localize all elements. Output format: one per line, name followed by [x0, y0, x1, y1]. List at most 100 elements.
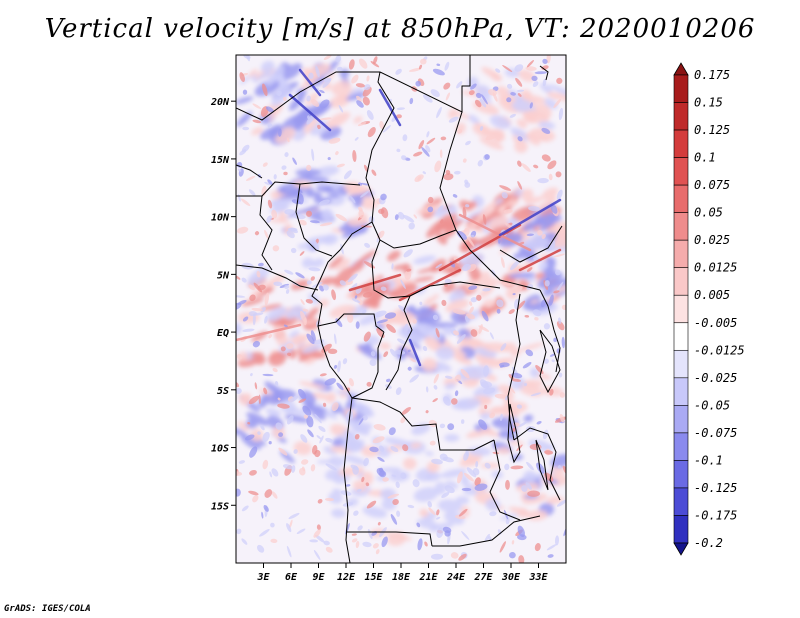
field-speckle: [317, 498, 323, 504]
field-speckle: [355, 321, 360, 329]
field-blob: [266, 65, 285, 86]
field-speckle: [484, 154, 490, 160]
field-speckle: [362, 96, 370, 106]
field-speckle: [425, 410, 429, 414]
field-blob: [433, 207, 448, 218]
field-speckle: [273, 281, 283, 287]
field-speckle: [435, 263, 443, 269]
field-blob: [236, 426, 246, 436]
colorbar-label: -0.05: [694, 398, 730, 412]
field-speckle: [401, 407, 411, 415]
field-speckle: [375, 549, 380, 555]
field-blob: [514, 139, 528, 153]
field-blob: [479, 359, 499, 366]
field-speckle: [430, 553, 444, 560]
field-speckle: [543, 358, 549, 364]
field-speckle: [415, 80, 422, 87]
field-speckle: [432, 398, 438, 403]
field-speckle: [454, 374, 462, 382]
field-blob: [387, 250, 401, 262]
field-speckle: [394, 350, 406, 355]
field-blob: [424, 472, 441, 482]
colorbar-cell: [673, 102, 689, 131]
field-speckle: [286, 415, 294, 425]
field-speckle: [250, 373, 253, 377]
field-blob: [476, 201, 498, 222]
field-speckle: [372, 543, 379, 549]
field-speckle: [364, 242, 371, 248]
field-speckle: [416, 522, 421, 528]
colorbar-cell: [673, 515, 689, 544]
plot-area: [235, 54, 567, 564]
lat-label: 20N: [210, 97, 230, 108]
field-speckle: [342, 502, 354, 507]
field-speckle: [248, 395, 260, 405]
field-speckle: [548, 294, 554, 306]
field-speckle: [524, 314, 530, 318]
field-blob: [445, 299, 470, 313]
border-car-north: [371, 221, 457, 249]
field-blob: [535, 196, 557, 213]
field-blob: [493, 197, 511, 211]
field-blob: [237, 421, 250, 432]
field-speckle: [396, 510, 401, 517]
field-speckle: [407, 349, 411, 353]
field-blob: [321, 208, 334, 222]
field-speckle: [239, 72, 245, 83]
field-speckle: [556, 77, 563, 85]
field-speckle: [553, 253, 566, 258]
field-speckle: [362, 309, 367, 314]
field-speckle: [336, 382, 344, 391]
field-speckle: [426, 137, 436, 145]
field-speckle: [318, 425, 326, 432]
field-blob: [379, 342, 391, 350]
field-speckle: [387, 493, 400, 499]
field-speckle: [360, 190, 369, 198]
field-blob: [356, 402, 375, 417]
field-speckle: [481, 94, 488, 105]
colorbar-label: -0.1: [694, 453, 723, 467]
field-speckle: [467, 237, 475, 247]
field-speckle: [366, 110, 374, 120]
field-speckle: [325, 463, 337, 471]
field-speckle: [447, 423, 455, 431]
field-blob: [266, 306, 288, 322]
field-speckle: [409, 97, 414, 105]
field-speckle: [302, 466, 306, 472]
field-blob: [479, 137, 504, 150]
field-speckle: [379, 120, 385, 130]
field-speckle: [348, 378, 354, 387]
field-speckle: [306, 114, 315, 125]
field-speckle: [382, 477, 389, 482]
colorbar-cell: [673, 184, 689, 213]
field-blob: [353, 116, 363, 124]
field-blob: [479, 428, 500, 437]
field-speckle: [289, 519, 293, 529]
lon-label: 12E: [337, 572, 356, 583]
field-speckle: [263, 504, 269, 512]
field-speckle: [267, 199, 273, 209]
colorbar-cell: [673, 349, 689, 379]
field-blob: [328, 456, 345, 468]
field-blob: [353, 195, 363, 208]
field-speckle: [363, 331, 371, 342]
field-speckle: [532, 309, 542, 317]
field-blob: [298, 381, 327, 389]
field-speckle: [261, 185, 267, 197]
field-speckle: [363, 84, 371, 91]
field-speckle: [499, 185, 512, 191]
field-blob: [485, 498, 501, 512]
colorbar-cell: [673, 322, 689, 351]
field-blob: [539, 82, 553, 94]
field-speckle: [474, 99, 482, 108]
field-blob: [283, 63, 302, 80]
field-speckle: [319, 99, 330, 109]
lon-label: 21E: [418, 572, 438, 583]
field-speckle: [400, 472, 407, 479]
border-ethiopia: [499, 225, 563, 263]
field-speckle: [508, 386, 516, 394]
field-speckle: [312, 444, 318, 455]
field-speckle: [252, 119, 262, 124]
field-speckle: [428, 507, 436, 516]
field-speckle: [313, 549, 321, 561]
